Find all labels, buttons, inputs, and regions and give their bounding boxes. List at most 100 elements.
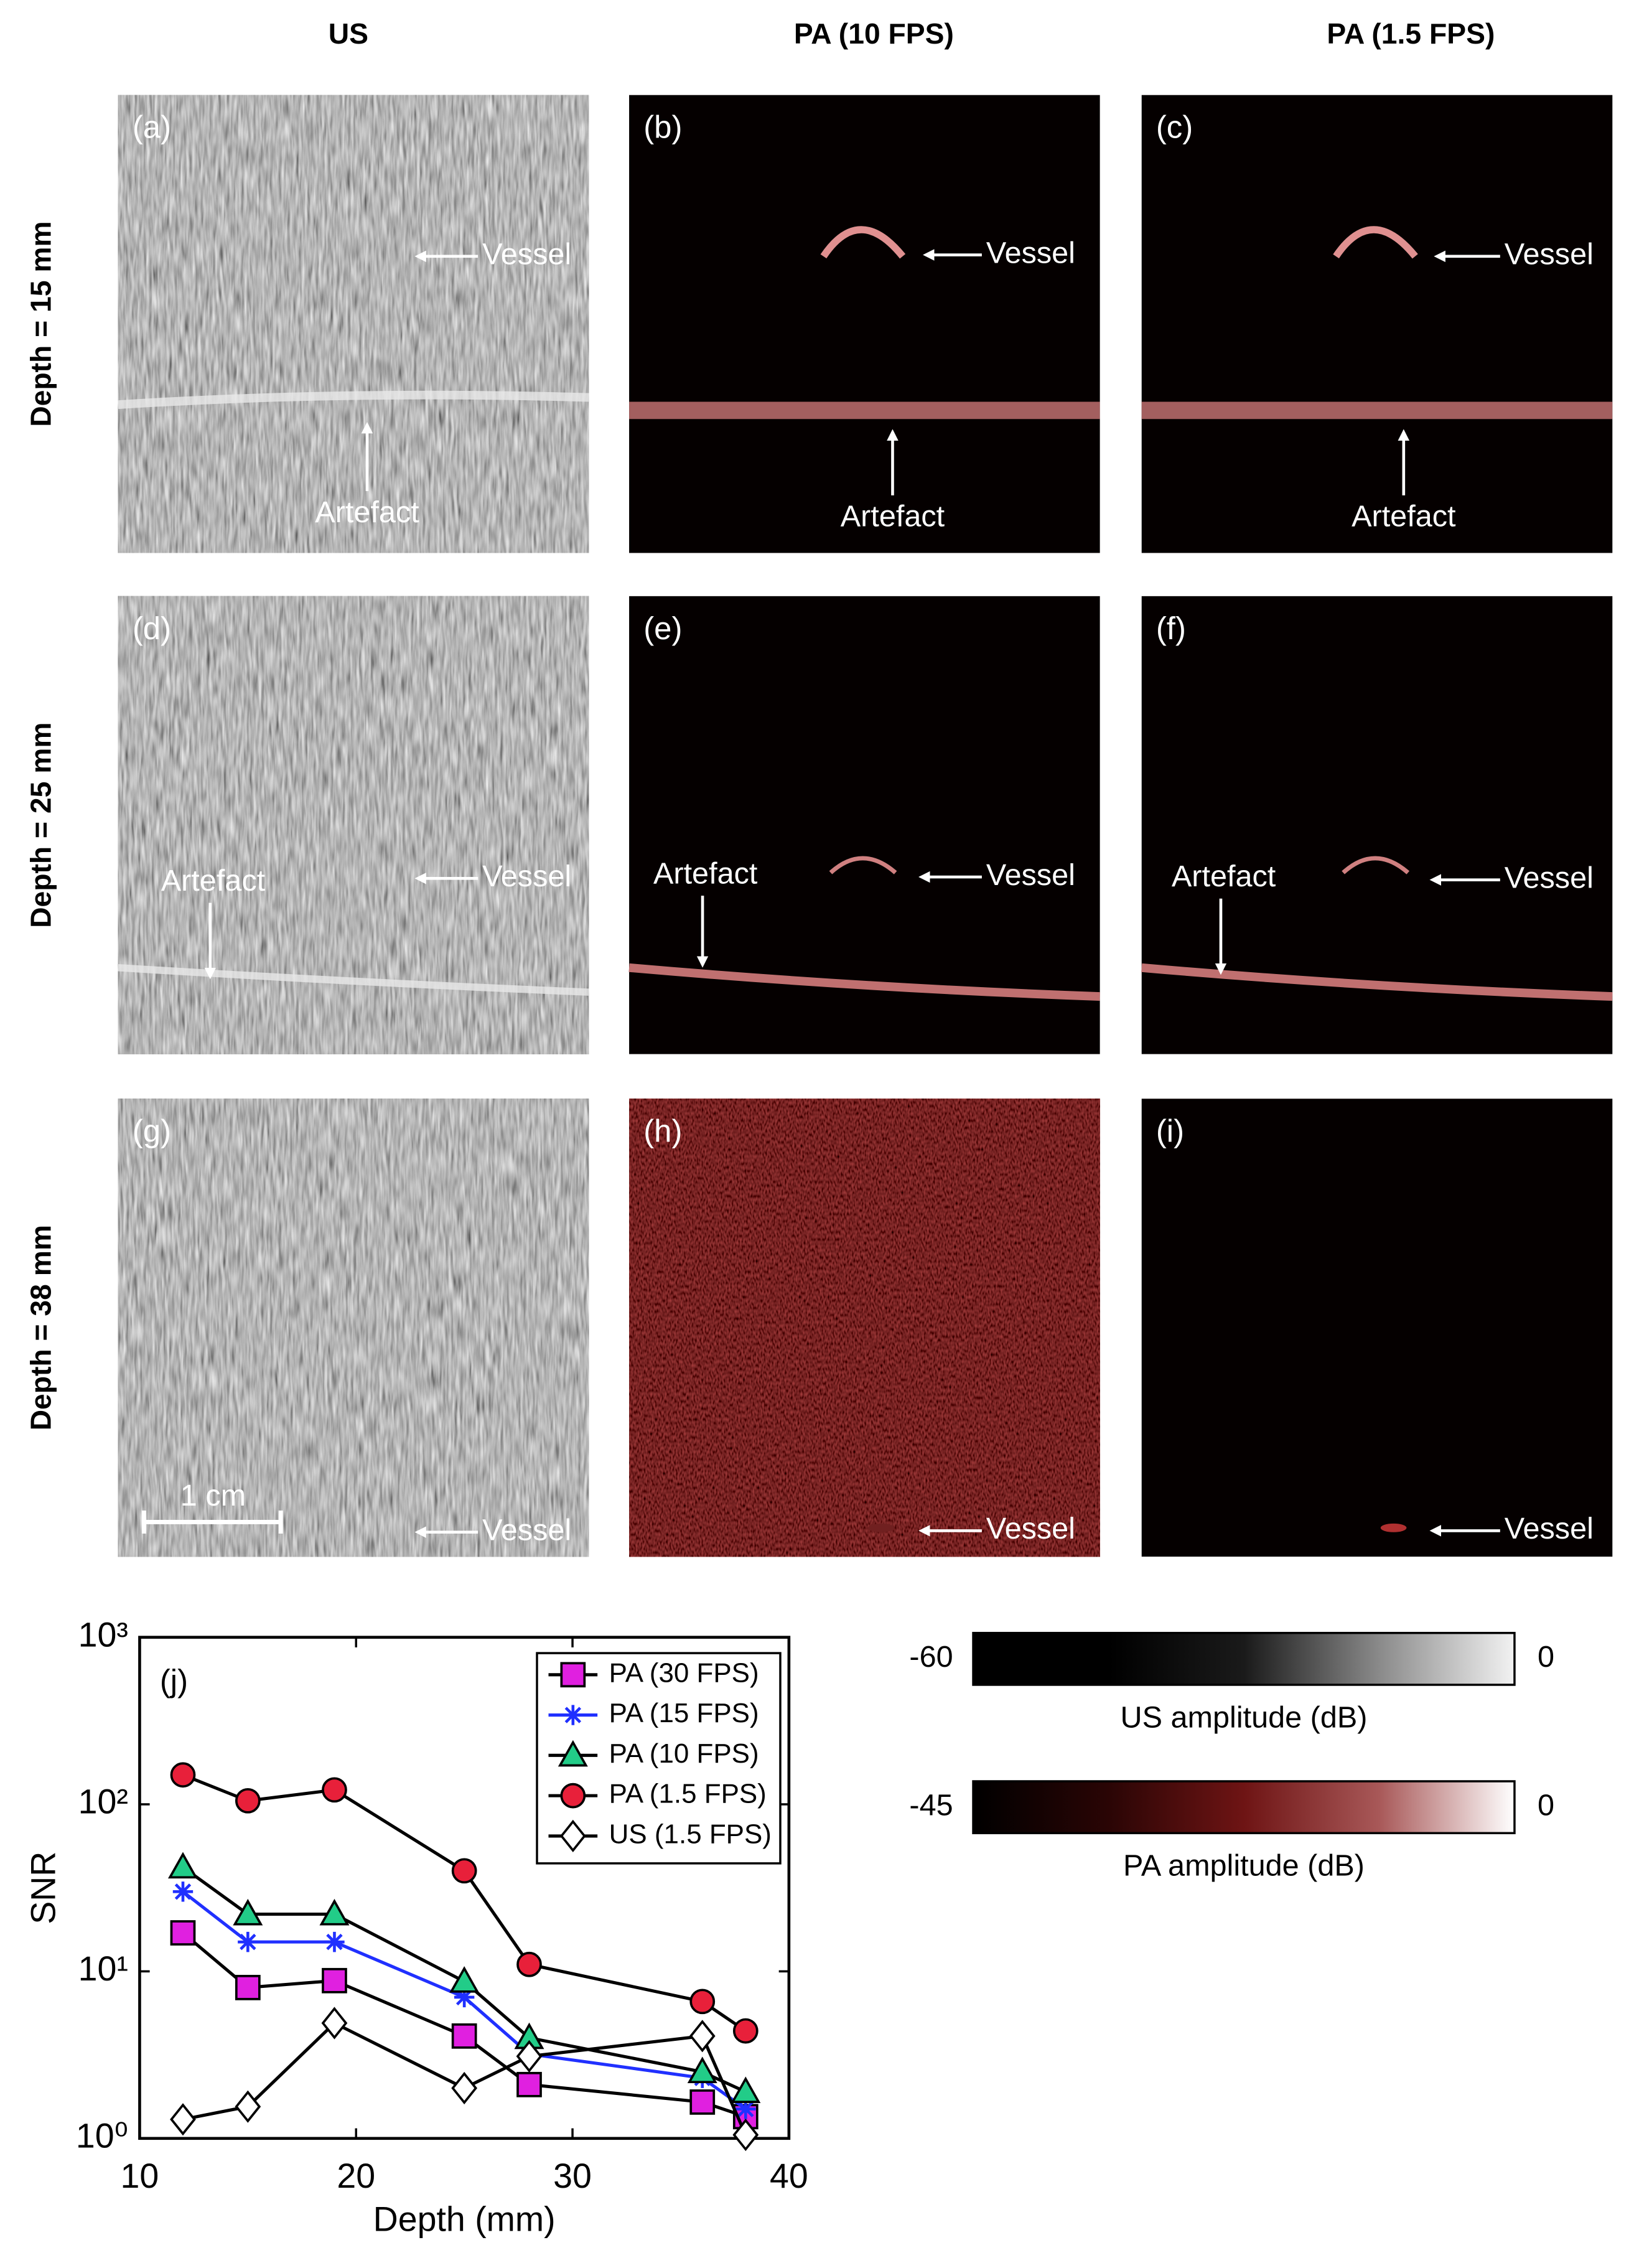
data-point [233, 1898, 263, 1926]
column-header: PA (1.5 FPS) [1327, 17, 1495, 50]
data-point [732, 2118, 759, 2152]
panel-label: (g) [133, 1113, 171, 1148]
column-header: PA (10 FPS) [794, 17, 954, 50]
colorbar-label: US amplitude (dB) [1121, 1700, 1368, 1734]
pa-vessel [868, 1523, 894, 1532]
us-image [118, 596, 589, 1054]
data-point [170, 2103, 196, 2136]
annotation-text: Vessel [1505, 238, 1594, 271]
panel-label: (d) [133, 611, 171, 646]
data-point [516, 2040, 543, 2073]
annotation-text: Artefact [315, 495, 419, 529]
legend-label: PA (10 FPS) [609, 1738, 759, 1769]
data-point [235, 1975, 261, 2000]
us-image [118, 95, 589, 553]
annotation-text: Artefact [653, 857, 758, 891]
data-point [735, 2099, 756, 2119]
legend-label: PA (15 FPS) [609, 1698, 759, 1728]
pa-artefact-band [628, 963, 1100, 1001]
colorbar-max: 0 [1538, 1640, 1554, 1674]
x-tick-label: 10 [121, 2157, 159, 2195]
pa-vessel [1342, 856, 1410, 874]
panel-label: (c) [1156, 110, 1193, 145]
y-tick-label: 10³ [78, 1615, 128, 1654]
data-point [451, 2071, 478, 2105]
y-tick-label: 10² [78, 1783, 128, 1821]
legend-label: PA (30 FPS) [609, 1657, 759, 1688]
colorbar-max: 0 [1538, 1788, 1554, 1822]
pa-artefact-band [1141, 963, 1613, 1001]
colorbar-min: -45 [909, 1788, 953, 1822]
pa-image [1141, 95, 1613, 553]
pa-vessel [829, 856, 897, 874]
data-point [172, 1881, 194, 1902]
data-point [449, 1966, 480, 1993]
panel-label: (i) [1156, 1113, 1184, 1148]
legend-marker [560, 1662, 586, 1688]
y-tick-label: 10¹ [78, 1949, 128, 1988]
pa-artefact-band [1141, 401, 1613, 419]
pa-vessel [1333, 226, 1418, 259]
panel-label: (h) [643, 1113, 682, 1148]
data-point [324, 1931, 345, 1952]
data-point [170, 1920, 196, 1946]
column-header: US [329, 17, 368, 50]
x-tick-label: 20 [337, 2157, 375, 2195]
pa-artefact-band [629, 401, 1100, 419]
legend-marker [560, 1783, 586, 1809]
pa-image [1141, 1099, 1613, 1557]
data-point [731, 2076, 761, 2103]
data-point [319, 1898, 350, 1926]
legend: PA (30 FPS) PA (15 FPS) PA (10 FPS) PA (1.5… [536, 1652, 782, 1865]
annotation-text: Artefact [841, 500, 945, 533]
data-point [238, 1931, 258, 1952]
row-label: Depth = 38 mm [25, 1225, 57, 1430]
chart-annotation: (j) [160, 1663, 188, 1699]
pa-vessel [820, 226, 906, 259]
panel-label: (e) [643, 611, 682, 646]
data-point [689, 1989, 716, 2015]
data-point [689, 2020, 716, 2053]
row-label: Depth = 25 mm [25, 723, 57, 928]
data-point [732, 2018, 759, 2044]
panel-label: (b) [643, 110, 682, 145]
pa-image [629, 95, 1100, 553]
data-point [689, 2089, 716, 2115]
colorbar [972, 1780, 1516, 1835]
panel-label: (f) [1156, 611, 1186, 646]
us-echo-band [118, 964, 589, 996]
legend-marker [558, 1740, 588, 1767]
data-point [451, 1858, 477, 1884]
annotation-text: Vessel [986, 858, 1075, 892]
legend-label: US (1.5 FPS) [609, 1819, 772, 1850]
x-axis-label: Depth (mm) [373, 2200, 556, 2239]
data-point [170, 1762, 196, 1788]
annotation-text: Vessel [482, 238, 571, 271]
data-point [322, 1967, 347, 1994]
annotation-text: Artefact [1352, 500, 1456, 533]
us-echo-band [118, 390, 589, 410]
data-point [321, 2007, 348, 2040]
pa-vessel [1380, 1523, 1407, 1532]
annotation-text: Artefact [161, 864, 266, 897]
x-tick-label: 40 [770, 2157, 808, 2195]
scale-bar-label: 1 cm [180, 1479, 246, 1512]
x-tick-label: 30 [553, 2157, 592, 2195]
annotation-text: Vessel [1505, 861, 1594, 894]
annotation-text: Vessel [1505, 1512, 1594, 1545]
data-point [516, 2071, 542, 2097]
annotation-text: Vessel [986, 236, 1075, 269]
us-image [118, 1099, 589, 1557]
data-point [235, 2090, 261, 2123]
y-tick-label: 10⁰ [76, 2116, 128, 2155]
annotation-text: Vessel [986, 1512, 1075, 1545]
colorbar-min: -60 [909, 1640, 953, 1674]
data-point [516, 1951, 542, 1977]
colorbar-label: PA amplitude (dB) [1123, 1849, 1365, 1883]
annotation-text: Vessel [482, 1514, 571, 1547]
data-point [322, 1777, 347, 1803]
data-point [451, 2023, 477, 2049]
colorbar [972, 1631, 1516, 1686]
